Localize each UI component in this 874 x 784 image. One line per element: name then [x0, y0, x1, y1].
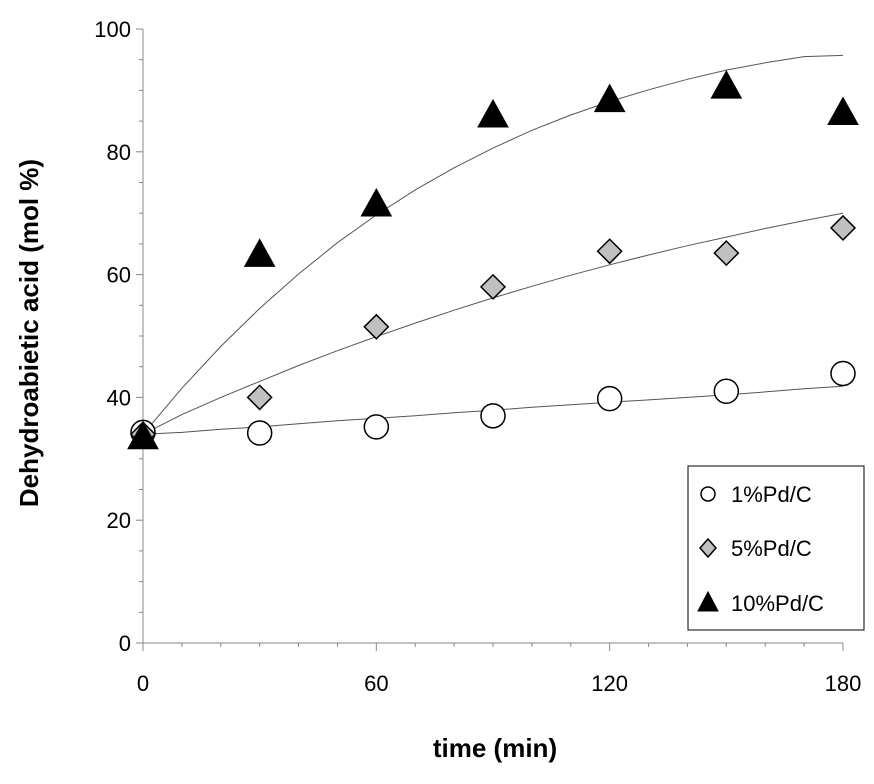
data-point-circle: [596, 385, 623, 412]
fit-curve-2: [142, 212, 844, 435]
data-point-triangle: [243, 238, 276, 267]
y-tick-label: 20: [107, 508, 131, 533]
y-tick-label: 40: [107, 385, 131, 410]
y-tick-label: 80: [107, 140, 131, 165]
y-axis-title: Dehydroabietic acid (mol %): [14, 159, 44, 507]
legend-entry-2: 5%Pd/C: [698, 536, 812, 561]
legend: 1%Pd/C 5%Pd/C 10%Pd/C: [687, 465, 865, 631]
data-point-diamond: [596, 238, 623, 265]
y-tick-label: 100: [94, 17, 131, 42]
data-point-triangle: [593, 83, 626, 113]
data-point-diamond: [829, 214, 857, 241]
legend-box: [687, 465, 865, 631]
data-point-circle: [246, 420, 273, 446]
data-points: [127, 70, 859, 450]
data-point-diamond: [363, 313, 390, 340]
data-point-diamond: [246, 384, 273, 411]
data-point-diamond: [713, 240, 740, 267]
legend-marker-diamond: [698, 537, 718, 559]
legend-label-3: 10%Pd/C: [731, 591, 824, 616]
x-tick-label: 120: [591, 671, 628, 696]
data-point-circle: [713, 378, 740, 405]
axes: 0 20 40 60 80 100 0 60 120 180: [94, 17, 861, 696]
data-point-triangle: [477, 98, 509, 128]
data-point-circle: [480, 403, 506, 429]
data-point-circle: [830, 360, 856, 387]
y-tick-label: 0: [119, 631, 131, 656]
data-point-triangle: [827, 96, 859, 126]
data-point-circle: [363, 414, 390, 440]
y-tick-label: 60: [107, 263, 131, 288]
x-tick-label: 0: [137, 671, 149, 696]
x-axis-title: time (min): [433, 733, 557, 763]
data-point-triangle: [127, 420, 159, 450]
data-point-triangle: [710, 70, 743, 99]
fit-curve-3: [142, 54, 844, 435]
legend-label-1: 1%Pd/C: [731, 482, 812, 507]
x-tick-label: 180: [825, 671, 862, 696]
legend-label-2: 5%Pd/C: [731, 536, 812, 561]
legend-marker-circle: [700, 486, 716, 502]
legend-marker-triangle: [697, 590, 719, 612]
legend-entry-1: 1%Pd/C: [700, 482, 812, 507]
legend-entry-3: 10%Pd/C: [697, 590, 824, 616]
x-tick-label: 60: [364, 671, 388, 696]
data-point-diamond: [479, 273, 507, 300]
data-point-triangle: [360, 187, 393, 217]
